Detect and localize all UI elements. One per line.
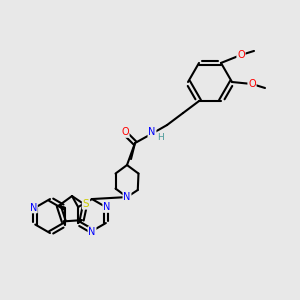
Text: N: N	[103, 202, 110, 212]
Text: O: O	[121, 127, 129, 137]
Text: O: O	[237, 50, 245, 60]
Text: O: O	[248, 79, 256, 89]
Text: N: N	[123, 192, 131, 202]
Text: N: N	[148, 127, 156, 137]
Text: N: N	[88, 227, 96, 237]
Text: N: N	[30, 202, 37, 213]
Text: H: H	[158, 133, 164, 142]
Text: S: S	[83, 199, 89, 209]
